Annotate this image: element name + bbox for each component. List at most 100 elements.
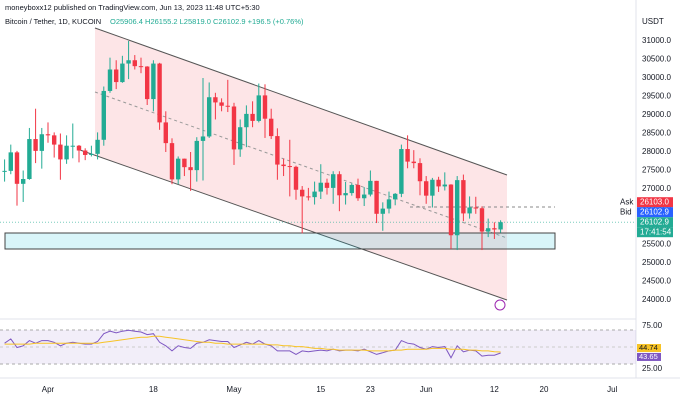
channel-bottom	[79, 149, 508, 301]
candle-body	[89, 153, 94, 155]
rsi-value-box	[637, 352, 661, 361]
candle-body	[454, 180, 460, 236]
candle-body	[113, 69, 119, 83]
candle-body	[436, 179, 441, 187]
candle-body	[361, 194, 367, 199]
candle-body	[417, 163, 423, 182]
y-tick-label: 28500.0	[642, 129, 671, 138]
candle-body	[2, 170, 7, 172]
candle-body	[392, 193, 398, 200]
candle-body	[399, 149, 404, 194]
publisher: moneyboxx12 published on TradingView.com…	[5, 3, 260, 12]
candle-body	[237, 127, 243, 150]
candle-body	[213, 97, 218, 103]
candle-body	[200, 136, 206, 141]
rsi-value-box	[637, 344, 661, 353]
countdown-box	[637, 227, 673, 238]
candle-body	[299, 189, 305, 197]
x-tick-label: Jun	[420, 385, 433, 394]
candle-body	[14, 152, 20, 184]
last-price-box	[637, 217, 673, 228]
y-tick-label: 25.00	[642, 364, 663, 373]
candle-body	[58, 144, 63, 160]
candle-body	[461, 180, 466, 214]
x-tick-label: Apr	[42, 385, 55, 394]
candle-body	[225, 105, 230, 107]
candle-body	[70, 145, 75, 147]
y-tick-label: 27500.0	[642, 166, 671, 175]
candle-body	[151, 63, 156, 100]
candle-body	[95, 139, 100, 154]
candle-body	[206, 97, 212, 137]
rsi-line	[4, 335, 501, 353]
ask-box	[637, 197, 673, 208]
x-tick-label: Jul	[607, 385, 617, 394]
y-tick-label: 24000.0	[642, 295, 671, 304]
y-tick-label: 24500.0	[642, 277, 671, 286]
alert-icon[interactable]	[494, 299, 506, 311]
bid-box	[637, 207, 673, 218]
x-tick-label: 18	[149, 385, 158, 394]
candle-body	[318, 182, 323, 192]
y-tick-label: 25000.0	[642, 258, 671, 267]
candle-body	[430, 179, 435, 196]
candle-body	[231, 106, 237, 150]
x-tick-label: 23	[366, 385, 375, 394]
y-tick-label: 30000.0	[642, 73, 671, 82]
candle-body	[293, 166, 299, 190]
candle-body	[144, 66, 150, 100]
candle-body	[8, 152, 13, 171]
candle-body	[473, 207, 478, 209]
currency: USDT	[642, 17, 664, 26]
candle-body	[157, 63, 162, 123]
candle-body	[306, 196, 311, 198]
y-tick-label: 25500.0	[642, 240, 671, 249]
bid-label: 26102.9	[640, 207, 669, 216]
candle-body	[64, 145, 69, 160]
y-tick-label: 27000.0	[642, 184, 671, 193]
channel-fill	[95, 28, 507, 300]
bid-name: Bid	[620, 207, 632, 216]
candle-body	[287, 166, 292, 168]
x-tick-label: May	[226, 385, 241, 394]
candle-body	[442, 184, 447, 187]
x-tick-label: 12	[490, 385, 499, 394]
y-tick-label: 29000.0	[642, 110, 671, 119]
candle-body	[411, 161, 416, 164]
last-price-label: 26102.9	[640, 217, 669, 226]
candle-body	[219, 102, 224, 106]
candle-body	[498, 222, 503, 230]
candle-body	[374, 180, 379, 214]
y-tick-label: 30500.0	[642, 55, 671, 64]
candle-body	[27, 139, 32, 180]
candle-body	[330, 174, 336, 188]
candle-body	[175, 158, 181, 180]
candle-body	[188, 167, 193, 171]
candle-body	[20, 179, 26, 184]
candle-body	[169, 143, 175, 180]
support-zone	[4, 232, 556, 250]
y-tick-label: 29500.0	[642, 92, 671, 101]
candle-body	[126, 60, 131, 64]
y-tick-label: 75.00	[642, 321, 663, 330]
candle-body	[380, 208, 385, 214]
x-tick-label: 15	[316, 385, 325, 394]
candle-body	[101, 90, 106, 140]
candle-body	[324, 182, 330, 188]
ask-name: Ask	[620, 197, 634, 206]
candle-body	[45, 134, 51, 136]
candle-body	[132, 60, 137, 67]
ask-label: 26103.0	[640, 197, 669, 206]
candle-body	[281, 164, 286, 167]
candle-body	[479, 208, 485, 232]
x-tick-label: 20	[540, 385, 549, 394]
y-tick-label: 31000.0	[642, 36, 671, 45]
candle-body	[120, 63, 125, 83]
candle-body	[467, 207, 472, 214]
candle-body	[107, 69, 113, 91]
channel-mid	[94, 91, 508, 239]
rsi-value-label: 44.74	[639, 343, 658, 352]
ohlc-legend: O25906.4 H26155.2 L25819.0 C26102.9 +196…	[110, 17, 304, 26]
candle-body	[386, 199, 392, 209]
